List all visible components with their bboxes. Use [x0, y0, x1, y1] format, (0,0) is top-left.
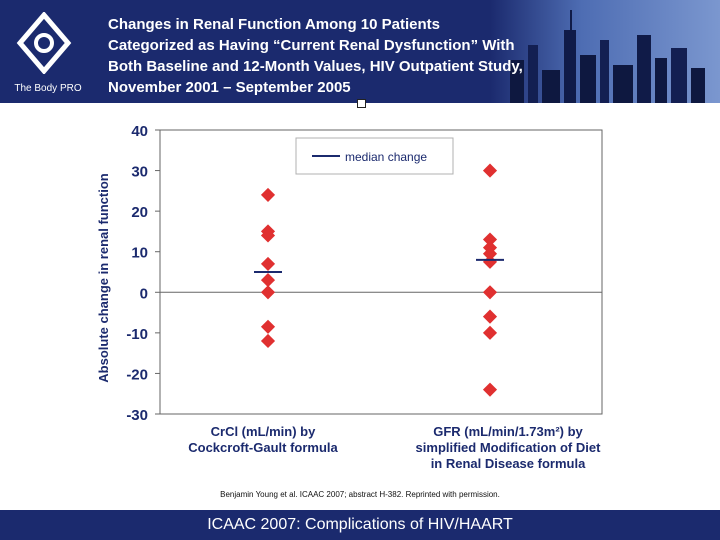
small-box-marker	[357, 99, 366, 108]
data-point	[260, 273, 276, 288]
y-tick-label: 40	[131, 123, 148, 140]
y-axis-label: Absolute change in renal function	[96, 173, 111, 383]
data-point	[260, 228, 276, 243]
slide-title: Changes in Renal Function Among 10 Patie…	[108, 16, 523, 96]
data-point	[482, 325, 498, 340]
skyline-image	[490, 0, 720, 103]
renal-function-chart: Absolute change in renal function 40 30 20…	[0, 103, 720, 510]
y-tick-label: -30	[126, 407, 148, 424]
citation: Benjamin Young et al. ICAAC 2007; abstra…	[220, 490, 500, 499]
data-point	[260, 319, 276, 334]
data-point	[260, 256, 276, 271]
x-category-label: GFR (mL/min/1.73m²) by	[433, 424, 583, 439]
plot-area	[159, 129, 603, 415]
x-category-label: simplified Modification of Diet	[416, 440, 602, 455]
data-point	[482, 285, 498, 300]
chart-svg: Absolute change in renal function 40 30 20…	[96, 123, 603, 471]
y-tick-label: 20	[131, 204, 148, 221]
data-point	[482, 382, 498, 397]
y-tick-label: -10	[126, 326, 148, 343]
data-point	[482, 232, 498, 247]
x-category-label: CrCl (mL/min) by	[211, 424, 316, 439]
header-banner: The Body PRO Changes in Renal Function A…	[0, 0, 720, 103]
y-tick-label: 0	[140, 285, 148, 302]
legend-label: median change	[345, 150, 427, 164]
y-tick-label: 10	[131, 245, 148, 262]
x-category-label: Cockcroft-Gault formula	[188, 440, 338, 455]
y-tick-label: 30	[131, 164, 148, 181]
the-body-logo-icon	[16, 12, 72, 74]
data-point	[260, 285, 276, 300]
footer-bar: ICAAC 2007: Complications of HIV/HAART	[0, 510, 720, 540]
data-point	[260, 333, 276, 349]
data-point	[482, 309, 498, 324]
logo-text: The Body PRO	[14, 83, 82, 94]
data-point	[482, 163, 498, 178]
data-point	[482, 254, 498, 269]
y-tick-label: -20	[126, 366, 148, 383]
data-point	[260, 187, 276, 202]
x-category-label: in Renal Disease formula	[431, 456, 586, 471]
data-point	[482, 246, 498, 261]
